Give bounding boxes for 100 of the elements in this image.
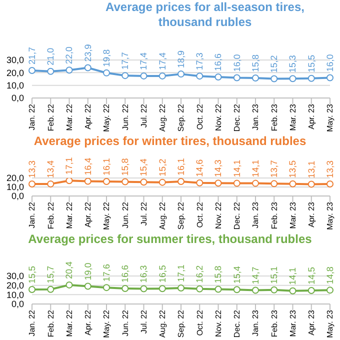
x-tick-label: Feb. 23 [270, 103, 279, 132]
x-tick-label: Apr. 22 [84, 103, 93, 130]
data-label: 15,2 [269, 55, 280, 73]
data-label: 14,7 [250, 266, 260, 284]
data-label: 16,1 [176, 158, 186, 176]
x-tick-label: Jan. 23 [251, 103, 260, 130]
y-tick-label: 30,0 [6, 55, 24, 66]
chart-title: Average prices for all-season tires, thousand rubles [104, 0, 306, 31]
x-tick-label: Dec. 22 [232, 201, 242, 230]
y-tick-label: 10,0 [6, 290, 24, 300]
x-tick-label: Nov. 22 [214, 309, 223, 337]
data-label: 17,7 [120, 52, 130, 70]
data-label: 13,3 [27, 160, 37, 178]
x-tick-label: Oct. 22 [195, 309, 204, 336]
point [270, 75, 278, 82]
point [252, 74, 259, 82]
data-label: 15,5 [27, 266, 37, 284]
y-tick-label: 0,0 [11, 93, 24, 104]
point [308, 74, 315, 82]
data-label: 16,2 [194, 265, 205, 283]
point [214, 73, 222, 80]
chart-title: Average prices for winter tires, thousand rubles [32, 134, 308, 150]
x-tick-label: Oct. 22 [195, 201, 204, 228]
data-label: 16,1 [102, 158, 112, 176]
x-tick-label: Apr. 22 [84, 309, 93, 336]
data-label: 13,4 [46, 160, 56, 178]
data-label: 16,0 [325, 54, 335, 72]
data-label: 15,8 [120, 158, 130, 176]
data-label: 14,6 [194, 159, 205, 177]
point [84, 64, 92, 72]
data-label: 16,0 [232, 54, 242, 72]
x-tick-label: Jan. 22 [28, 309, 37, 336]
x-tick-label: Jun. 22 [120, 309, 130, 336]
y-tick-label: 0,0 [11, 299, 24, 310]
data-label: 21,0 [46, 48, 56, 66]
point [140, 72, 148, 80]
data-label: 13,1 [306, 160, 316, 178]
x-tick-label: Aug. 22 [158, 201, 168, 230]
x-tick-label: Feb. 23 [270, 201, 279, 230]
x-tick-label: Nov. 22 [214, 201, 223, 229]
data-label: 14,8 [325, 266, 335, 284]
x-tick-label: Mar. 22 [64, 201, 74, 229]
x-tick-label: Sep. 22 [176, 309, 186, 338]
x-tick-label: Aug. 22 [158, 309, 168, 338]
data-label: 16,5 [157, 265, 168, 283]
x-tick-label: May. 23 [326, 309, 335, 338]
point [28, 67, 36, 74]
data-label: 15,8 [250, 54, 260, 72]
data-label: 16,3 [138, 265, 149, 283]
x-tick-label: Mar. 23 [288, 309, 298, 337]
x-tick-label: Apr. 23 [307, 201, 316, 228]
x-tick-label: Feb. 22 [46, 201, 56, 230]
y-tick-label: 10,0 [6, 80, 24, 91]
point [122, 72, 129, 80]
x-tick-label: Dec. 22 [232, 309, 242, 338]
data-label: 14,5 [306, 266, 316, 284]
x-tick-label: Feb. 23 [270, 309, 279, 338]
y-tick-label: 30,0 [6, 271, 24, 282]
x-tick-label: May. 23 [326, 103, 335, 132]
data-label: 15,4 [232, 266, 242, 284]
x-tick-label: Apr. 23 [307, 309, 316, 336]
x-tick-label: Sep. 22 [176, 103, 186, 132]
point [233, 74, 240, 82]
point [289, 75, 296, 82]
data-label: 14,1 [232, 160, 242, 178]
data-label: 17,6 [102, 264, 112, 282]
x-tick-label: May. 22 [102, 103, 112, 132]
chart-title: Average prices for summer tires, thousand rubles [27, 232, 313, 248]
x-tick-label: Nov. 22 [214, 103, 223, 131]
data-label: 14,1 [250, 160, 260, 178]
point [326, 74, 334, 82]
y-tick-label: 10,0 [6, 182, 24, 192]
data-label: 21,7 [27, 46, 37, 65]
x-tick-label: Jan. 23 [251, 309, 260, 336]
data-label: 15,8 [213, 266, 224, 284]
point [178, 70, 184, 78]
x-tick-label: Mar. 23 [288, 201, 298, 229]
x-tick-label: Aug. 22 [158, 103, 168, 132]
x-tick-label: Jan. 22 [28, 103, 37, 130]
x-tick-label: May. 23 [326, 201, 335, 230]
x-tick-label: Apr. 23 [307, 103, 316, 130]
data-label: 20,4 [64, 261, 74, 279]
data-label: 13,7 [269, 160, 280, 178]
y-tick-label: 20,0 [6, 280, 24, 291]
x-tick-label: Jun. 22 [120, 103, 130, 130]
data-label: 19,8 [102, 49, 112, 67]
x-tick-label: Mar. 22 [64, 103, 74, 131]
x-tick-label: Apr. 22 [84, 201, 93, 228]
x-tick-label: Oct. 22 [195, 103, 204, 130]
point [103, 69, 110, 76]
point [196, 72, 204, 80]
data-label: 15,4 [138, 158, 149, 176]
data-label: 22,0 [64, 46, 74, 64]
data-label: 16,6 [120, 264, 130, 283]
data-label: 18,9 [176, 50, 186, 68]
data-label: 23,9 [82, 44, 93, 62]
y-tick-label: 20,0 [6, 68, 24, 78]
data-label: 15,5 [306, 54, 316, 72]
x-tick-label: Mar. 23 [288, 103, 298, 131]
data-label: 15,1 [269, 266, 280, 284]
